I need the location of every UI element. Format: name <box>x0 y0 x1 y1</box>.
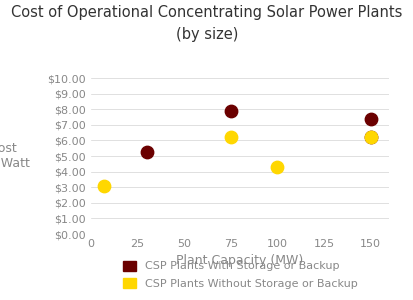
Legend: CSP Plants With Storage or Backup, CSP Plants Without Storage or Backup: CSP Plants With Storage or Backup, CSP P… <box>117 255 362 294</box>
Point <box>366 134 373 139</box>
X-axis label: Plant Capacity (MW): Plant Capacity (MW) <box>176 254 303 267</box>
Point <box>273 164 280 169</box>
Point <box>101 184 107 189</box>
Text: Cost of Operational Concentrating Solar Power Plants: Cost of Operational Concentrating Solar … <box>11 4 402 20</box>
Point <box>227 134 234 139</box>
Point <box>227 108 234 113</box>
Point <box>143 150 150 154</box>
Point <box>366 117 373 122</box>
Y-axis label: Cost
per Watt: Cost per Watt <box>0 142 30 170</box>
Point <box>366 134 373 139</box>
Text: (by size): (by size) <box>176 27 237 42</box>
